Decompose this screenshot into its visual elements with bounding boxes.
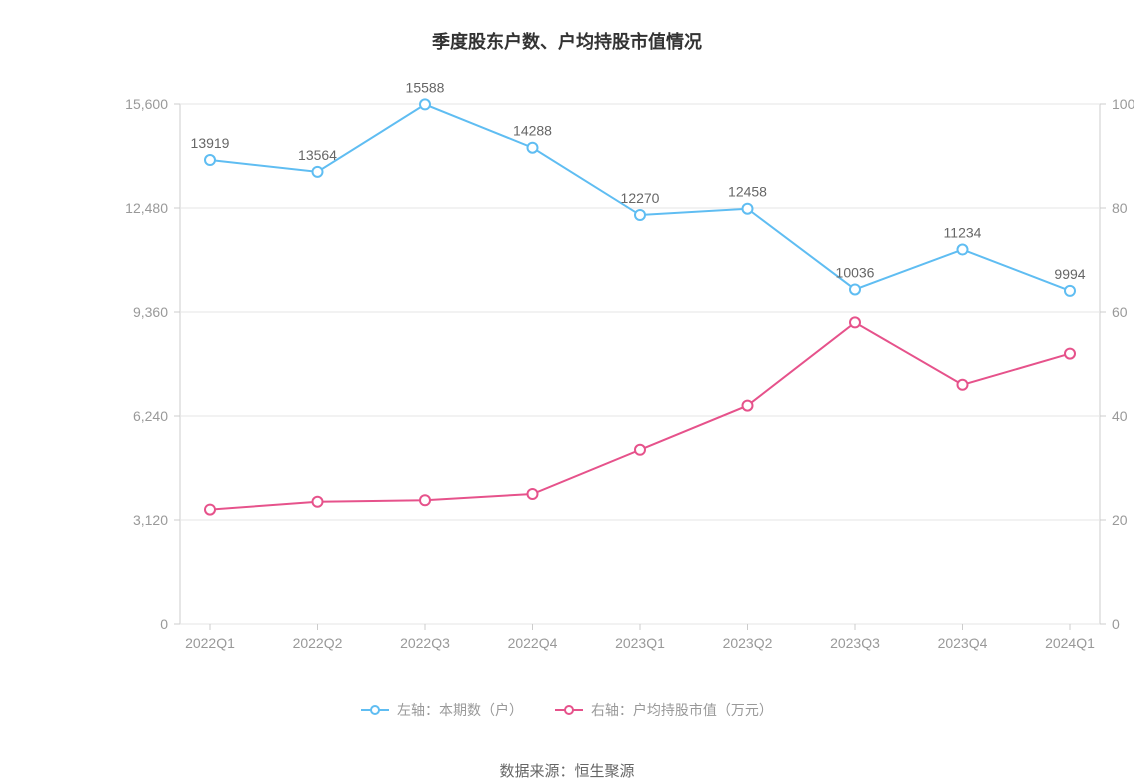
series-marker-series2: [205, 505, 215, 515]
x-tick-label: 2023Q2: [723, 635, 773, 651]
y-right-tick-label: 100: [1112, 96, 1134, 112]
series-marker-series1: [1065, 286, 1075, 296]
chart-plot: 03,1206,2409,36012,48015,600020406080100…: [60, 64, 1074, 674]
legend-item-series2: 右轴：户均持股市值（万元）: [555, 700, 773, 720]
chart-title: 季度股东户数、户均持股市值情况: [60, 20, 1074, 64]
legend-marker-icon: [555, 703, 583, 717]
value-label-series1: 15588: [406, 79, 445, 95]
series-marker-series2: [1065, 349, 1075, 359]
series-marker-series1: [528, 143, 538, 153]
x-tick-label: 2023Q3: [830, 635, 880, 651]
series-marker-series2: [850, 317, 860, 327]
series-marker-series2: [528, 489, 538, 499]
y-right-tick-label: 40: [1112, 408, 1128, 424]
y-left-tick-label: 0: [160, 616, 168, 632]
legend-item-series1: 左轴：本期数（户）: [361, 700, 523, 720]
series-marker-series2: [313, 497, 323, 507]
series-marker-series1: [635, 210, 645, 220]
y-right-tick-label: 60: [1112, 304, 1128, 320]
series-marker-series2: [958, 380, 968, 390]
series-marker-series1: [850, 284, 860, 294]
y-left-tick-label: 9,360: [133, 304, 168, 320]
x-tick-label: 2022Q3: [400, 635, 450, 651]
chart-svg: 0 3,120 6,240 9,360 12,480 15,600 0 20 40 60 80 100…: [60, 64, 1134, 674]
x-tick-label: 2023Q4: [938, 635, 988, 651]
value-label-series1: 12458: [728, 184, 767, 200]
y-left-tick-label: 3,120: [133, 512, 168, 528]
series-marker-series2: [635, 445, 645, 455]
value-label-series1: 11234: [944, 225, 982, 241]
y-right-tick-label: 0: [1112, 616, 1120, 632]
y-right-tick-label: 80: [1112, 200, 1128, 216]
y-right-tick-label: 20: [1112, 512, 1128, 528]
y-left-tick-label: 6,240: [133, 408, 168, 424]
legend-label-series1: 左轴：本期数（户）: [397, 700, 523, 720]
x-tick-label: 2023Q1: [615, 635, 665, 651]
legend-marker-icon: [361, 703, 389, 717]
legend: 左轴：本期数（户） 右轴：户均持股市值（万元）: [60, 674, 1074, 720]
data-source-label: 数据来源：恒生聚源: [60, 720, 1074, 781]
series-marker-series1: [205, 155, 215, 165]
value-label-series1: 13919: [191, 135, 230, 151]
series-marker-series1: [958, 245, 968, 255]
series-marker-series1: [313, 167, 323, 177]
y-left-tick-label: 15,600: [125, 96, 168, 112]
x-tick-label: 2024Q1: [1045, 635, 1095, 651]
series-marker-series1: [743, 204, 753, 214]
x-tick-label: 2022Q2: [293, 635, 343, 651]
chart-container: 季度股东户数、户均持股市值情况 0 3,120 6,240 9,360 12,480 15…: [0, 0, 1134, 766]
x-tick-label: 2022Q4: [508, 635, 558, 651]
x-tick-label: 2022Q1: [185, 635, 235, 651]
legend-label-series2: 右轴：户均持股市值（万元）: [591, 700, 773, 720]
y-left-tick-label: 12,480: [125, 200, 168, 216]
value-label-series1: 10036: [836, 264, 875, 280]
series-marker-series2: [743, 401, 753, 411]
series-marker-series1: [420, 99, 430, 109]
value-label-series1: 14288: [513, 123, 552, 139]
series-marker-series2: [420, 495, 430, 505]
value-label-series1: 13564: [298, 147, 337, 163]
value-label-series1: 12270: [621, 190, 660, 206]
value-label-series1: 9994: [1054, 266, 1085, 282]
